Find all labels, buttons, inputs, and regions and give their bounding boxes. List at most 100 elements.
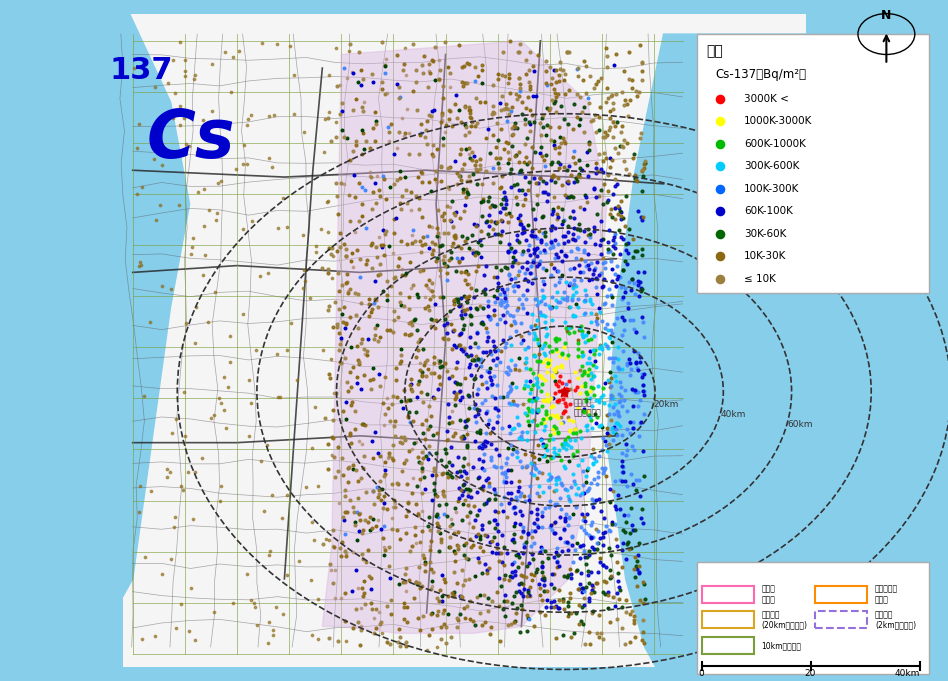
Point (521, 614, 537, 624)
Point (546, 486, 561, 496)
Point (535, 468, 550, 479)
Point (475, 439, 490, 449)
Point (397, 172, 412, 183)
Point (386, 305, 401, 316)
Point (591, 381, 606, 392)
Point (357, 185, 373, 195)
Point (591, 466, 606, 477)
Point (618, 190, 633, 201)
Point (398, 270, 413, 281)
Point (480, 216, 495, 227)
Point (187, 466, 202, 477)
Point (545, 172, 560, 183)
Point (538, 421, 553, 432)
Point (620, 358, 635, 369)
Point (449, 578, 465, 589)
Point (443, 532, 458, 543)
Point (425, 392, 440, 402)
Point (507, 117, 522, 128)
Point (584, 401, 599, 412)
Point (504, 242, 520, 253)
Point (416, 552, 431, 563)
Point (376, 520, 392, 531)
Point (590, 313, 605, 323)
Point (410, 104, 425, 115)
Point (613, 207, 629, 218)
Point (510, 548, 525, 559)
Point (446, 324, 461, 335)
Point (452, 590, 467, 601)
Point (482, 493, 497, 504)
Point (596, 280, 611, 291)
Point (498, 302, 513, 313)
Point (548, 498, 563, 509)
Point (548, 249, 563, 259)
Point (531, 490, 546, 501)
Point (578, 387, 593, 398)
Point (493, 97, 508, 108)
Point (194, 453, 210, 464)
Point (615, 291, 630, 302)
Point (470, 409, 485, 419)
Point (466, 373, 482, 384)
Point (553, 504, 568, 515)
Point (439, 621, 454, 632)
Point (395, 402, 410, 413)
Point (330, 245, 345, 256)
Point (463, 310, 478, 321)
Point (574, 381, 590, 392)
Point (409, 407, 424, 418)
Point (404, 540, 419, 551)
Point (423, 294, 438, 305)
Point (603, 106, 618, 117)
Point (538, 231, 553, 242)
Point (509, 411, 524, 422)
Point (471, 454, 486, 465)
Point (611, 593, 627, 604)
Point (270, 223, 285, 234)
Point (137, 390, 152, 401)
Point (414, 466, 429, 477)
Point (483, 311, 498, 322)
Point (501, 397, 517, 408)
Point (538, 502, 553, 513)
Point (496, 309, 511, 320)
Point (516, 571, 531, 582)
Point (337, 178, 352, 189)
Point (574, 587, 590, 598)
Point (628, 387, 643, 398)
Point (520, 402, 536, 413)
Point (396, 131, 411, 142)
Point (508, 89, 523, 100)
Point (326, 321, 341, 332)
Point (392, 165, 408, 176)
Point (604, 519, 619, 530)
Point (483, 362, 498, 373)
Point (457, 603, 472, 614)
Point (588, 162, 603, 173)
Point (429, 253, 445, 264)
Point (622, 609, 637, 620)
Point (570, 445, 585, 456)
Point (524, 162, 539, 173)
Point (543, 471, 558, 482)
Point (456, 187, 471, 197)
Point (458, 192, 473, 203)
Point (461, 362, 476, 373)
Point (469, 487, 484, 498)
Point (547, 65, 562, 76)
Point (479, 347, 494, 358)
Point (561, 328, 576, 338)
Point (549, 633, 564, 644)
Point (501, 269, 517, 280)
Text: 60K-100K: 60K-100K (744, 206, 793, 216)
Point (559, 384, 574, 395)
Point (261, 268, 276, 279)
Point (500, 246, 515, 257)
Point (421, 59, 436, 70)
Point (488, 360, 503, 370)
Point (446, 207, 461, 218)
Point (177, 71, 192, 82)
Point (449, 356, 465, 367)
Point (463, 507, 478, 518)
